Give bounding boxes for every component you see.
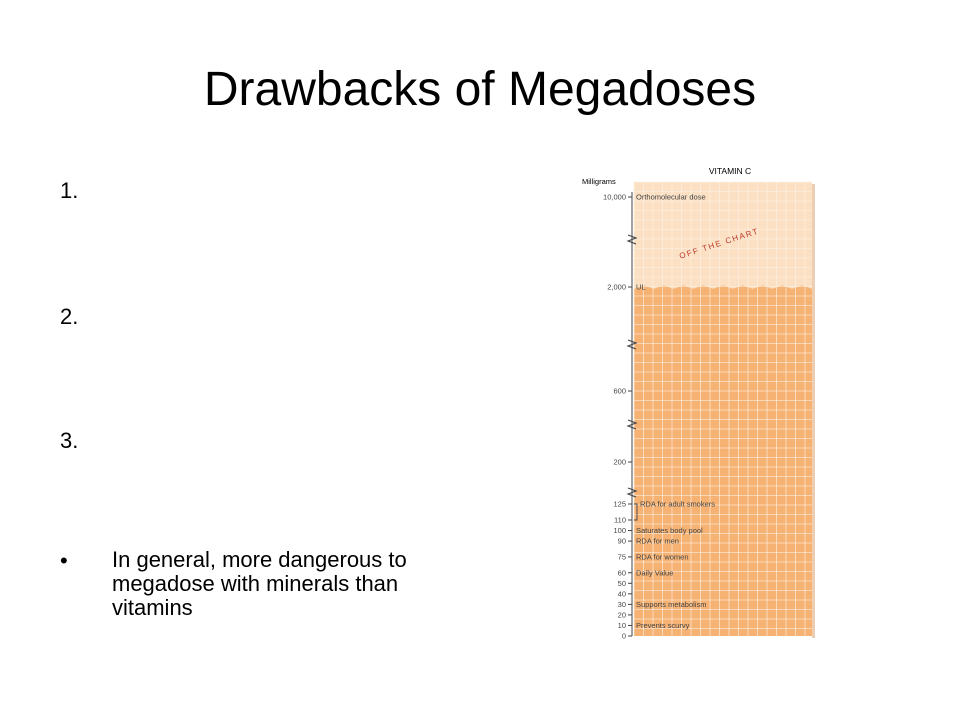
axis-break-mark xyxy=(626,487,638,498)
axis-break-mark xyxy=(626,339,638,350)
y-tick-label: 600 xyxy=(613,387,626,396)
level-label: RDA for adult smokers xyxy=(640,500,715,509)
y-tick-label: 110 xyxy=(614,516,626,525)
level-label: Supports metabolism xyxy=(636,600,706,609)
y-tick-label: 60 xyxy=(618,568,626,577)
level-label: Saturates body pool xyxy=(636,526,703,535)
axis-break-mark xyxy=(626,419,638,430)
chart-region-below-ul xyxy=(634,285,812,636)
y-tick-label: 20 xyxy=(618,611,626,620)
y-tick-label: 200 xyxy=(613,458,626,467)
bullet-text: In general, more dangerous to megadose w… xyxy=(112,547,407,620)
y-tick-label: 50 xyxy=(618,579,626,588)
list-item-2: 2. xyxy=(60,304,79,329)
y-tick-label: 2,000 xyxy=(607,283,626,292)
y-tick-label: 10,000 xyxy=(603,193,626,202)
level-label: RDA for men xyxy=(636,537,679,546)
level-label: Orthomolecular dose xyxy=(636,193,706,202)
slide-title: Drawbacks of Megadoses xyxy=(203,63,757,116)
bullet-dot: • xyxy=(60,548,68,573)
y-tick-label: 100 xyxy=(613,526,626,535)
y-tick-label: 30 xyxy=(618,600,626,609)
y-tick-label: 90 xyxy=(618,537,626,546)
chart-ylabel: Milligrams xyxy=(582,177,616,186)
y-tick-label: 10 xyxy=(618,621,626,630)
level-label: Prevents scurvy xyxy=(636,621,690,630)
axis-break-mark xyxy=(626,234,638,245)
level-label: RDA for women xyxy=(636,553,689,562)
chart-edge-shadow xyxy=(812,184,815,638)
y-tick-label: 0 xyxy=(622,632,626,641)
level-label: Daily Value xyxy=(636,568,673,577)
level-label: UL xyxy=(636,283,646,292)
y-tick-label: 40 xyxy=(618,589,626,598)
list-item-3: 3. xyxy=(60,428,79,453)
y-tick-label: 125 xyxy=(613,500,626,509)
list-item-1: 1. xyxy=(60,178,79,203)
chart-title: VITAMIN C xyxy=(709,166,751,176)
tick-bracket xyxy=(634,503,638,521)
y-tick-label: 75 xyxy=(618,553,626,562)
